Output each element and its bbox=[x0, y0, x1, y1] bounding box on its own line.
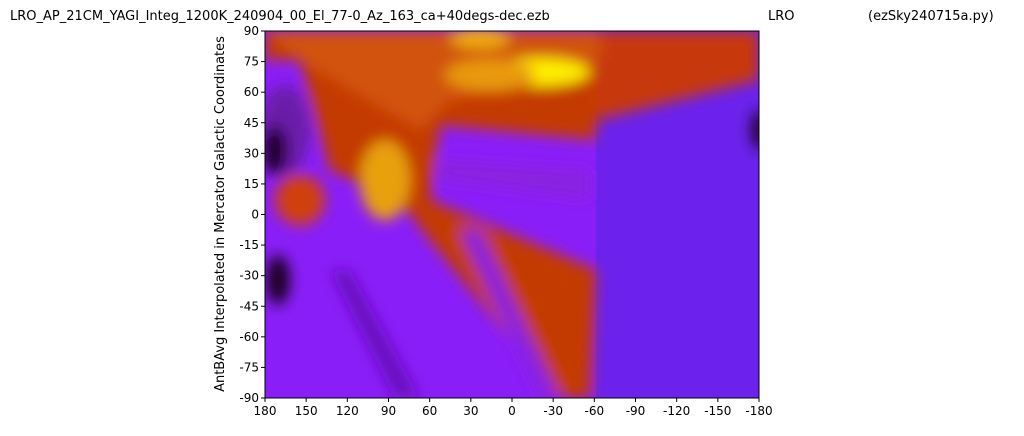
y-tick-label: -15 bbox=[239, 238, 259, 252]
y-tick-label: 15 bbox=[244, 177, 259, 191]
y-tick-label: 0 bbox=[251, 208, 259, 222]
x-tick-label: -180 bbox=[745, 404, 772, 418]
x-tick-label: -150 bbox=[704, 404, 731, 418]
x-tick-label: 60 bbox=[422, 404, 437, 418]
y-tick-label: -90 bbox=[239, 391, 259, 405]
x-tick-label: 30 bbox=[463, 404, 478, 418]
x-tick-label: -90 bbox=[626, 404, 646, 418]
x-tick-label: 0 bbox=[508, 404, 516, 418]
chart-title: LRO_AP_21CM_YAGI_Integ_1200K_240904_00_E… bbox=[10, 9, 550, 24]
x-tick-label: 90 bbox=[381, 404, 396, 418]
chart-subtitle: LRO bbox=[768, 9, 795, 24]
y-tick-label: 30 bbox=[244, 146, 259, 160]
x-tick-label: 120 bbox=[336, 404, 359, 418]
y-axis-label: AntBAvg Interpolated in Mercator Galacti… bbox=[213, 36, 228, 392]
x-tick-label: -120 bbox=[663, 404, 690, 418]
contour-field bbox=[265, 31, 759, 398]
x-tick-label: 180 bbox=[254, 404, 277, 418]
y-tick-label: 90 bbox=[244, 24, 259, 38]
y-tick-label: 60 bbox=[244, 85, 259, 99]
y-tick-label: 45 bbox=[244, 116, 259, 130]
y-tick-label: -60 bbox=[239, 330, 259, 344]
x-tick-label: 150 bbox=[295, 404, 318, 418]
x-tick-label: -60 bbox=[585, 404, 605, 418]
y-tick-label: -75 bbox=[239, 360, 259, 374]
y-tick-label: -45 bbox=[239, 299, 259, 313]
x-tick-label: -30 bbox=[543, 404, 563, 418]
y-tick-label: 75 bbox=[244, 55, 259, 69]
annotation: (ezSky240715a.py) bbox=[868, 9, 994, 24]
y-tick-label: -30 bbox=[239, 269, 259, 283]
